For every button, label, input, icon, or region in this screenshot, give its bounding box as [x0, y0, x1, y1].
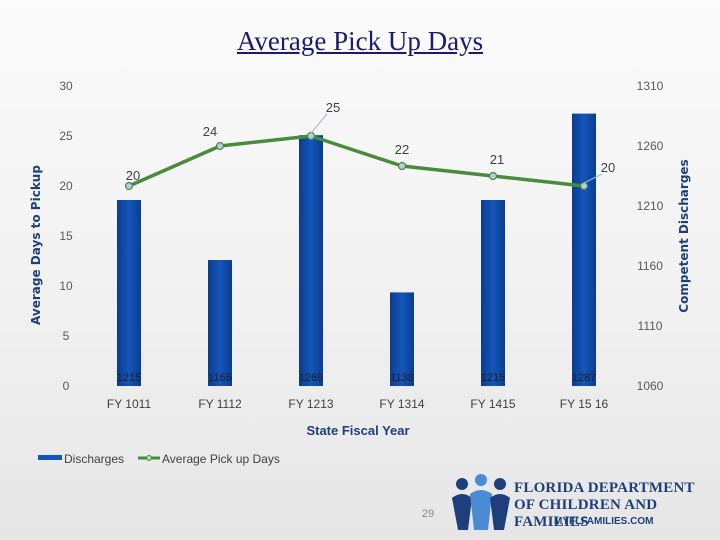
bar-data-label: 1287 — [572, 372, 596, 384]
y2-axis-title: Competent Discharges — [677, 159, 691, 312]
slide-title: Average Pick Up Days — [236, 26, 484, 56]
line-marker — [579, 181, 589, 191]
x-tick-label: FY 1213 — [288, 397, 333, 411]
line-label-callout — [583, 173, 603, 184]
bar-discharges — [208, 260, 232, 386]
y2-tick-label: 1060 — [637, 379, 664, 393]
line-layer — [124, 131, 589, 191]
bar-discharges — [572, 113, 596, 386]
bar-data-label: 1269 — [299, 372, 323, 384]
legend: Discharges Average Pick up Days — [38, 452, 280, 466]
x-tick-label: FY 15 16 — [560, 397, 609, 411]
line-marker — [124, 181, 134, 191]
logo-url: MYFLFAMILIES.COM — [554, 516, 654, 527]
y-tick-label: 20 — [59, 179, 73, 193]
line-data-label: 20 — [601, 160, 615, 175]
line-data-label: 20 — [126, 168, 140, 183]
line-label-callout — [310, 113, 328, 134]
page-number: 29 — [421, 508, 435, 520]
y2-tick-label: 1160 — [637, 259, 663, 273]
line-data-label: 24 — [203, 124, 217, 139]
x-tick-label: FY 1011 — [107, 397, 152, 411]
bar-discharges — [390, 292, 414, 386]
line-avg-pickup-days — [128, 134, 585, 188]
bar-data-label: 1165 — [208, 372, 232, 384]
bar-discharges — [481, 200, 505, 386]
legend-label-discharges: Discharges — [64, 452, 124, 466]
legend-swatch-discharges — [38, 455, 62, 460]
line-marker — [306, 131, 316, 141]
dcf-logo: FLORIDA DEPARTMENT OF CHILDREN AND FAMIL… — [448, 474, 708, 532]
legend-swatch-avg-days-marker — [146, 455, 152, 461]
y-tick-label: 30 — [59, 79, 73, 93]
bar-discharges — [299, 135, 323, 386]
line-marker — [397, 161, 407, 171]
y-tick-label: 0 — [63, 379, 70, 393]
logo-org-name: FLORIDA DEPARTMENT OF CHILDREN AND FAMIL… — [514, 480, 708, 531]
y-tick-label: 25 — [59, 129, 73, 143]
line-data-label: 22 — [395, 142, 409, 157]
x-axis-title: State Fiscal Year — [306, 423, 409, 438]
labels-layer: 1215 1165 1269 1138 1215 1287 20 24 25 22 21 20 — [117, 100, 615, 384]
line-marker — [488, 171, 498, 181]
bar-discharges — [117, 200, 141, 386]
x-tick-label: FY 1112 — [198, 397, 242, 411]
y2-tick-label: 1310 — [637, 79, 664, 93]
legend-label-avg-days: Average Pick up Days — [162, 452, 280, 466]
line-data-label: 21 — [490, 152, 504, 167]
logo-org-line2: OF CHILDREN AND FAMILIES — [514, 497, 658, 530]
y2-tick-label: 1210 — [637, 199, 664, 213]
line-data-label: 25 — [326, 100, 340, 115]
y2-tick-label: 1110 — [638, 319, 663, 333]
y-tick-label: 15 — [59, 229, 73, 243]
x-tick-label: FY 1415 — [470, 397, 515, 411]
ticks-layer: 0 5 10 15 20 25 30 1060 1110 1160 1210 1260 1310 FY 1… — [59, 79, 663, 411]
y-tick-label: 5 — [63, 329, 70, 343]
x-tick-label: FY 1314 — [379, 397, 424, 411]
bar-data-label: 1215 — [117, 372, 141, 384]
y2-tick-label: 1260 — [637, 139, 664, 153]
y-axis-title: Average Days to Pickup — [29, 165, 43, 325]
line-marker — [215, 141, 225, 151]
bar-data-label: 1215 — [481, 372, 505, 384]
family-figures-icon — [452, 474, 510, 530]
y-tick-label: 10 — [59, 279, 73, 293]
logo-org-line1: FLORIDA DEPARTMENT — [514, 480, 695, 496]
bar-data-label: 1138 — [390, 372, 414, 384]
bars-layer — [117, 113, 596, 386]
